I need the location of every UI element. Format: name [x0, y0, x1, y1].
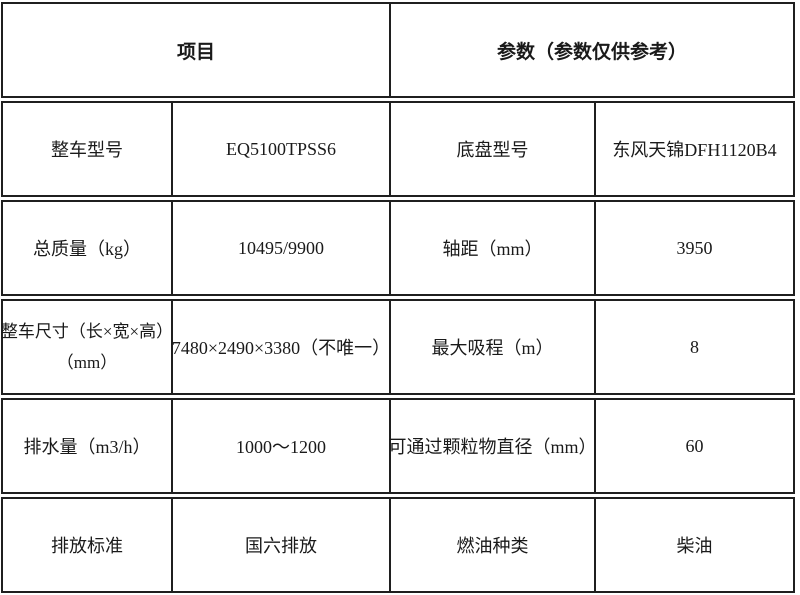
row-label-cell: 整车型号 — [51, 140, 123, 160]
row-label-cell: 整车尺寸（长×宽×高） （mm） — [0, 321, 174, 372]
row-value-cell: 60 — [594, 400, 793, 492]
row-value-cell: 1000～1200 — [171, 400, 389, 492]
row-value-cell: 东风天锦DFH1120B4 — [594, 103, 793, 195]
row-label-cell: 总质量（kg） — [33, 239, 141, 259]
table-header-row: 项目 参数（参数仅供参考） — [1, 2, 795, 98]
row-value-cell: 10495/9900 — [171, 202, 389, 294]
row-value-cell: 柴油 — [594, 499, 793, 591]
row-label-cell: 排放标准 — [51, 536, 123, 556]
table-row: 整车尺寸（长×宽×高） （mm） 7480×2490×3380（不唯一） 最大吸… — [1, 299, 795, 395]
row-value-cell: EQ5100TPSS6 — [171, 103, 389, 195]
row-label-cell: 轴距（mm） — [389, 202, 594, 294]
header-params-cell: 参数（参数仅供参考） — [389, 4, 793, 96]
row-value-cell: 3950 — [594, 202, 793, 294]
table-row: 排放标准 国六排放 燃油种类 柴油 — [1, 497, 795, 593]
row-label-cell: 底盘型号 — [389, 103, 594, 195]
row-value-cell: 国六排放 — [171, 499, 389, 591]
table-row: 排水量（m3/h） 1000～1200 可通过颗粒物直径（mm） 60 — [1, 398, 795, 494]
row-value-cell: 8 — [594, 301, 793, 393]
row-label-cell: 排水量（m3/h） — [23, 437, 151, 457]
table-row: 整车型号 EQ5100TPSS6 底盘型号 东风天锦DFH1120B4 — [1, 101, 795, 197]
row-label-cell: 最大吸程（m） — [389, 301, 594, 393]
row-value-cell: 7480×2490×3380（不唯一） — [171, 301, 390, 393]
row-label-cell: 可通过颗粒物直径（mm） — [389, 400, 597, 492]
table-row: 总质量（kg） 10495/9900 轴距（mm） 3950 — [1, 200, 795, 296]
header-item-cell: 项目 — [176, 41, 215, 63]
row-label-cell: 燃油种类 — [389, 499, 594, 591]
